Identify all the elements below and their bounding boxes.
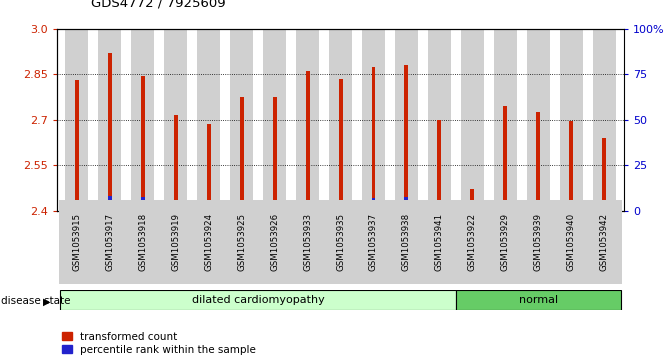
Bar bbox=[592, 29, 616, 211]
Bar bbox=[272, 97, 276, 211]
Bar bbox=[603, 138, 606, 211]
Text: GSM1053922: GSM1053922 bbox=[468, 213, 477, 271]
Bar bbox=[141, 197, 145, 211]
Bar bbox=[329, 29, 352, 211]
Text: GSM1053941: GSM1053941 bbox=[435, 213, 444, 271]
Text: GSM1053938: GSM1053938 bbox=[402, 213, 411, 271]
Text: GSM1053924: GSM1053924 bbox=[204, 213, 213, 271]
Bar bbox=[536, 204, 540, 211]
Bar bbox=[470, 189, 474, 211]
Text: GSM1053915: GSM1053915 bbox=[72, 213, 81, 271]
Bar bbox=[494, 29, 517, 211]
Bar bbox=[569, 206, 573, 211]
Bar bbox=[164, 29, 187, 211]
Text: GDS4772 / 7925609: GDS4772 / 7925609 bbox=[91, 0, 225, 9]
Bar bbox=[207, 124, 211, 211]
Legend: transformed count, percentile rank within the sample: transformed count, percentile rank withi… bbox=[62, 332, 256, 355]
Bar bbox=[437, 120, 442, 211]
Bar bbox=[174, 115, 178, 211]
Text: GSM1053926: GSM1053926 bbox=[270, 213, 279, 271]
Bar bbox=[263, 29, 286, 211]
Bar bbox=[108, 196, 112, 211]
Bar bbox=[372, 67, 376, 211]
Text: normal: normal bbox=[519, 295, 558, 305]
Bar bbox=[174, 204, 178, 211]
Bar bbox=[272, 206, 276, 211]
Bar bbox=[240, 97, 244, 211]
Text: GSM1053917: GSM1053917 bbox=[105, 213, 114, 271]
Bar bbox=[141, 76, 145, 211]
Text: ▶: ▶ bbox=[43, 296, 50, 306]
Bar bbox=[339, 203, 342, 211]
Bar bbox=[305, 200, 309, 211]
Bar bbox=[230, 29, 253, 211]
Text: GSM1053919: GSM1053919 bbox=[171, 213, 180, 271]
Bar bbox=[437, 206, 442, 211]
Bar bbox=[405, 65, 409, 211]
Bar bbox=[461, 29, 484, 211]
Bar bbox=[405, 197, 409, 211]
Bar bbox=[503, 204, 507, 211]
Bar bbox=[527, 29, 550, 211]
Bar bbox=[536, 112, 540, 211]
Bar bbox=[108, 53, 112, 211]
Text: GSM1053935: GSM1053935 bbox=[336, 213, 345, 271]
FancyBboxPatch shape bbox=[456, 290, 621, 310]
Bar bbox=[428, 29, 451, 211]
Text: disease state: disease state bbox=[1, 296, 70, 306]
Text: GSM1053939: GSM1053939 bbox=[534, 213, 543, 271]
Bar bbox=[569, 121, 573, 211]
Bar bbox=[197, 29, 220, 211]
Bar bbox=[395, 29, 418, 211]
Bar bbox=[305, 72, 309, 211]
Bar bbox=[296, 29, 319, 211]
Bar bbox=[372, 199, 376, 211]
Bar bbox=[503, 106, 507, 211]
Bar bbox=[98, 29, 121, 211]
Text: GSM1053937: GSM1053937 bbox=[369, 213, 378, 271]
Bar bbox=[65, 29, 89, 211]
Text: dilated cardiomyopathy: dilated cardiomyopathy bbox=[192, 295, 325, 305]
Text: GSM1053925: GSM1053925 bbox=[237, 213, 246, 271]
Bar bbox=[362, 29, 385, 211]
Bar bbox=[240, 201, 244, 211]
Text: GSM1053918: GSM1053918 bbox=[138, 213, 147, 271]
Text: GSM1053933: GSM1053933 bbox=[303, 213, 312, 271]
FancyBboxPatch shape bbox=[60, 290, 456, 310]
Bar bbox=[560, 29, 583, 211]
Text: GSM1053929: GSM1053929 bbox=[501, 213, 510, 271]
Bar bbox=[75, 81, 79, 211]
Bar bbox=[207, 203, 211, 211]
Bar bbox=[603, 204, 606, 211]
Bar bbox=[339, 79, 342, 211]
Text: GSM1053942: GSM1053942 bbox=[600, 213, 609, 271]
Bar bbox=[75, 206, 79, 211]
Bar bbox=[470, 206, 474, 211]
Text: GSM1053940: GSM1053940 bbox=[567, 213, 576, 271]
Bar bbox=[132, 29, 154, 211]
